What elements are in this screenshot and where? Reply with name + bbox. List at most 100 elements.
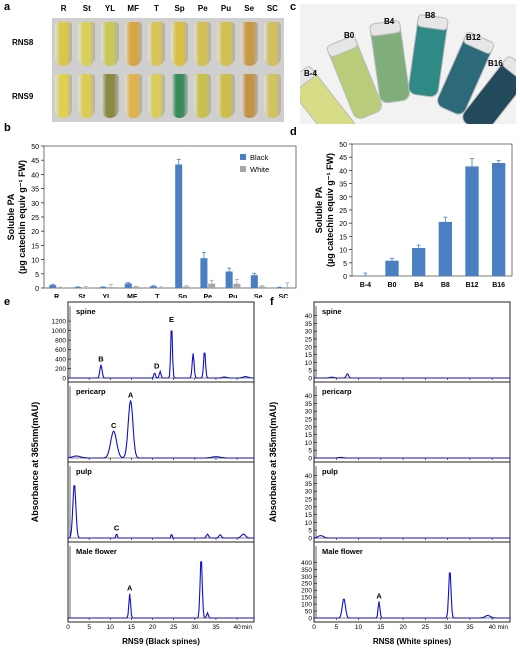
rns8-tube-MF [124,22,142,66]
stage-tube-B0 [326,36,382,119]
y-tick-label: 30 [305,329,313,336]
subplot-title-spine: spine [76,307,96,316]
y-tick-label: 10 [31,258,39,265]
stage-label-B8: B8 [425,11,436,20]
panel-label-b: b [4,122,11,134]
tube-cap [417,14,449,31]
y-tick-label: 30 [339,195,347,202]
x-tick-label: B8 [441,282,450,289]
legend-label-Black: Black [250,153,269,162]
chromatogram-trace-pericarp [67,400,254,459]
tube-cap [369,20,401,37]
y-tick-label: 10 [305,360,313,367]
stage-tube-B4 [369,20,410,104]
x-tick-label: 10 [107,624,115,631]
rns9-tubes [52,72,284,120]
tissue-label-T: T [153,4,159,13]
y-tick-label: 40 [31,172,39,179]
bar-Black [49,285,57,288]
panel-label-f: f [270,296,274,308]
x-tick-label: 30 [191,624,199,631]
y-tick-label: 0 [62,376,66,383]
bar-value [438,221,452,276]
chromatogram-trace-pulp [313,535,510,539]
y-tick-label: 20 [31,229,39,236]
x-tick-label: 40 [489,624,497,631]
x-tick-label: 40 [233,624,241,631]
bar-Black [149,286,158,288]
rns8-tubes [52,20,284,68]
x-tick-label: 30 [444,624,452,631]
y-tick-label: 10 [305,440,313,447]
legend-swatch-White [240,166,246,172]
x-tick-label: Se [254,294,263,298]
rns8-tube-Sp [171,22,189,66]
tissue-label-St: St [82,4,91,13]
tissue-label-Se: Se [244,4,255,13]
x-tick-label: 0 [312,624,316,631]
rns9-tube-Se [240,74,258,118]
bar-value [385,260,399,276]
chart-f: 0510152025303540spine0510152025303540per… [268,301,511,646]
x-tick-label: Sp [178,294,187,298]
x-axis-title: RNS9 (Black spines) [122,637,200,646]
peak-label-E: E [169,315,174,324]
rns8-tube-Se [240,22,258,66]
bar-Black [200,258,208,288]
y-tick-label: 1200 [52,319,67,326]
peak-label-A: A [376,591,382,600]
peak-label-A: A [128,390,134,399]
y-tick-label: 15 [339,234,347,241]
y-axis-label-line1: Soluble PA [314,186,324,233]
stage-label-B12: B12 [466,33,481,42]
x-tick-label: B0 [388,282,397,289]
x-tick-label: YL [103,294,113,298]
tube-cap [463,32,495,54]
x-unit-label: min [242,624,253,631]
rns8-tube-SC [263,22,281,66]
chromatogram-trace-pulp [67,485,254,539]
y-tick-label: 0 [308,616,312,623]
subplot-title-male-flower: Male flower [322,547,363,556]
rns9-tube-Pe [194,74,212,118]
x-tick-label: 5 [334,624,338,631]
rns9-tube-Sp [171,74,189,118]
y-tick-label: 25 [305,496,313,503]
stage-label-B4: B4 [384,17,395,26]
tissue-label-Pu: Pu [220,4,232,13]
y-tick-label: 45 [31,158,39,165]
bar-value [492,163,506,276]
tissue-label-Sp: Sp [174,4,185,13]
x-tick-label: Pu [229,294,238,298]
panel-label-d: d [290,126,297,138]
y-tick-label: 400 [301,560,312,567]
x-tick-label: 25 [422,624,430,631]
rns9-tube-SC [263,74,281,118]
subplot-title-pericarp: pericarp [322,387,352,396]
y-tick-label: 50 [339,142,347,149]
bar-Black [74,287,82,288]
panel-c-photo: B-4 B0 B4 B8 B12 B16 [286,4,520,145]
subplot-title-pericarp: pericarp [76,387,106,396]
x-tick-label: 15 [377,624,385,631]
y-tick-label: 25 [31,215,39,222]
row-label-rns8: RNS8 [12,38,34,47]
bar-value [412,248,426,276]
y-tick-label: 35 [31,187,39,194]
x-tick-label: 5 [87,624,91,631]
y-tick-label: 1000 [52,328,67,335]
y-tick-label: 35 [305,481,313,488]
chromatogram-trace-pericarp [314,456,510,459]
x-tick-label: R [54,294,59,298]
stage-label-B0: B0 [344,31,355,40]
rns8-tube-Pe [194,22,212,66]
y-tick-label: 25 [305,336,313,343]
chromatogram-trace-spine [68,330,254,379]
y-tick-label: 5 [308,368,312,375]
x-tick-label: SC [279,294,289,298]
bar-value [465,166,479,276]
tube-photo [52,18,284,122]
y-tick-label: 150 [301,595,312,602]
x-tick-label: T [155,294,160,298]
y-tick-label: 30 [305,489,313,496]
